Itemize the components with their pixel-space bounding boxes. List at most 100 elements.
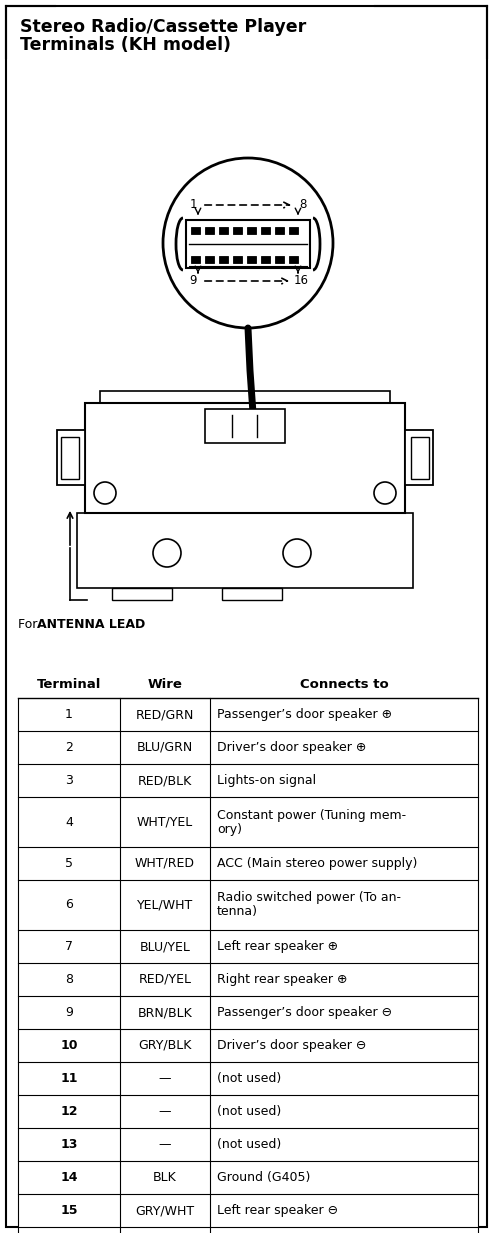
Text: (not used): (not used) [217, 1138, 281, 1150]
Bar [18, 797, 478, 847]
Bar [18, 847, 478, 880]
Text: Left rear speaker ⊕: Left rear speaker ⊕ [217, 940, 338, 953]
Text: BRN/BLK: BRN/BLK [138, 1006, 192, 1018]
Bar [247, 227, 256, 234]
Text: 9: 9 [65, 1006, 73, 1018]
Bar [18, 1095, 478, 1128]
Bar [18, 1062, 478, 1095]
Bar [18, 880, 478, 930]
FancyBboxPatch shape [186, 219, 310, 268]
Text: RED/YEL: RED/YEL [139, 973, 191, 986]
Text: 12: 12 [60, 1105, 78, 1118]
Bar [261, 227, 270, 234]
Text: —: — [159, 1105, 171, 1118]
Text: Terminal: Terminal [37, 678, 101, 690]
Bar [247, 256, 256, 263]
Text: BLU/YEL: BLU/YEL [140, 940, 190, 953]
Text: Right rear speaker ⊕: Right rear speaker ⊕ [217, 973, 348, 986]
Bar [289, 227, 298, 234]
Text: 1: 1 [65, 708, 73, 721]
Text: 13: 13 [60, 1138, 78, 1150]
Text: 11: 11 [60, 1071, 78, 1085]
Bar [233, 227, 242, 234]
Text: YEL/WHT: YEL/WHT [137, 899, 193, 911]
Bar [219, 227, 228, 234]
Bar [18, 1161, 478, 1194]
Text: WHT/YEL: WHT/YEL [137, 815, 193, 829]
Bar [275, 256, 284, 263]
Text: Driver’s door speaker ⊖: Driver’s door speaker ⊖ [217, 1039, 366, 1052]
Bar [261, 256, 270, 263]
Bar [18, 1194, 478, 1227]
Text: 16: 16 [293, 275, 309, 287]
Bar [57, 430, 85, 485]
Text: tenna): tenna) [217, 905, 258, 919]
Bar [191, 227, 200, 234]
Text: —: — [159, 1138, 171, 1150]
Text: (not used): (not used) [217, 1105, 281, 1118]
Text: 15: 15 [60, 1203, 78, 1217]
Text: Left rear speaker ⊖: Left rear speaker ⊖ [217, 1203, 338, 1217]
Text: 9: 9 [189, 275, 197, 287]
Text: BLK: BLK [153, 1171, 177, 1184]
Bar [191, 256, 200, 263]
Text: 8: 8 [65, 973, 73, 986]
Bar [289, 256, 298, 263]
Bar [112, 588, 172, 600]
Text: 5: 5 [65, 857, 73, 870]
Text: Wire: Wire [147, 678, 182, 690]
Text: GRY/BLK: GRY/BLK [139, 1039, 192, 1052]
Bar [61, 436, 79, 478]
Text: WHT/RED: WHT/RED [135, 857, 195, 870]
FancyBboxPatch shape [205, 409, 285, 443]
Text: 4: 4 [65, 815, 73, 829]
Text: Radio switched power (To an-: Radio switched power (To an- [217, 891, 401, 905]
Text: GRY/WHT: GRY/WHT [136, 1203, 195, 1217]
Text: ACC (Main stereo power supply): ACC (Main stereo power supply) [217, 857, 418, 870]
Text: RED/GRN: RED/GRN [136, 708, 194, 721]
Text: Driver’s door speaker ⊕: Driver’s door speaker ⊕ [217, 741, 366, 755]
Text: 6: 6 [65, 899, 73, 911]
Bar [205, 256, 214, 263]
Bar [85, 403, 405, 513]
Text: 14: 14 [60, 1171, 78, 1184]
Bar [18, 996, 478, 1030]
Text: 7: 7 [65, 940, 73, 953]
Text: Stereo Radio/Cassette Player: Stereo Radio/Cassette Player [20, 18, 306, 36]
Text: ANTENNA LEAD: ANTENNA LEAD [37, 618, 145, 631]
Bar [275, 227, 284, 234]
Text: 3: 3 [65, 774, 73, 787]
Text: —: — [159, 1071, 171, 1085]
Text: 8: 8 [299, 199, 307, 212]
Text: Terminals (KH model): Terminals (KH model) [20, 36, 231, 54]
Text: ory): ory) [217, 822, 242, 836]
Text: 1: 1 [189, 199, 197, 212]
Bar [18, 731, 478, 764]
Text: 10: 10 [60, 1039, 78, 1052]
Bar [18, 1030, 478, 1062]
Bar [219, 256, 228, 263]
Bar [205, 227, 214, 234]
Text: 2: 2 [65, 741, 73, 755]
Bar [411, 436, 429, 478]
Text: Passenger’s door speaker ⊕: Passenger’s door speaker ⊕ [217, 708, 392, 721]
Bar [405, 430, 433, 485]
Text: Lights-on signal: Lights-on signal [217, 774, 316, 787]
Bar [18, 963, 478, 996]
Text: (not used): (not used) [217, 1071, 281, 1085]
Bar [18, 1227, 478, 1233]
Bar [18, 1128, 478, 1161]
Bar [222, 588, 282, 600]
Text: Constant power (Tuning mem-: Constant power (Tuning mem- [217, 809, 406, 821]
Text: Passenger’s door speaker ⊖: Passenger’s door speaker ⊖ [217, 1006, 392, 1018]
Text: BLU/GRN: BLU/GRN [137, 741, 193, 755]
Bar [18, 930, 478, 963]
Text: Connects to: Connects to [300, 678, 388, 690]
Bar [18, 764, 478, 797]
Bar [233, 256, 242, 263]
Bar [77, 513, 413, 588]
Bar [100, 391, 390, 403]
Bar [18, 698, 478, 731]
Text: Ground (G405): Ground (G405) [217, 1171, 311, 1184]
Text: RED/BLK: RED/BLK [138, 774, 192, 787]
